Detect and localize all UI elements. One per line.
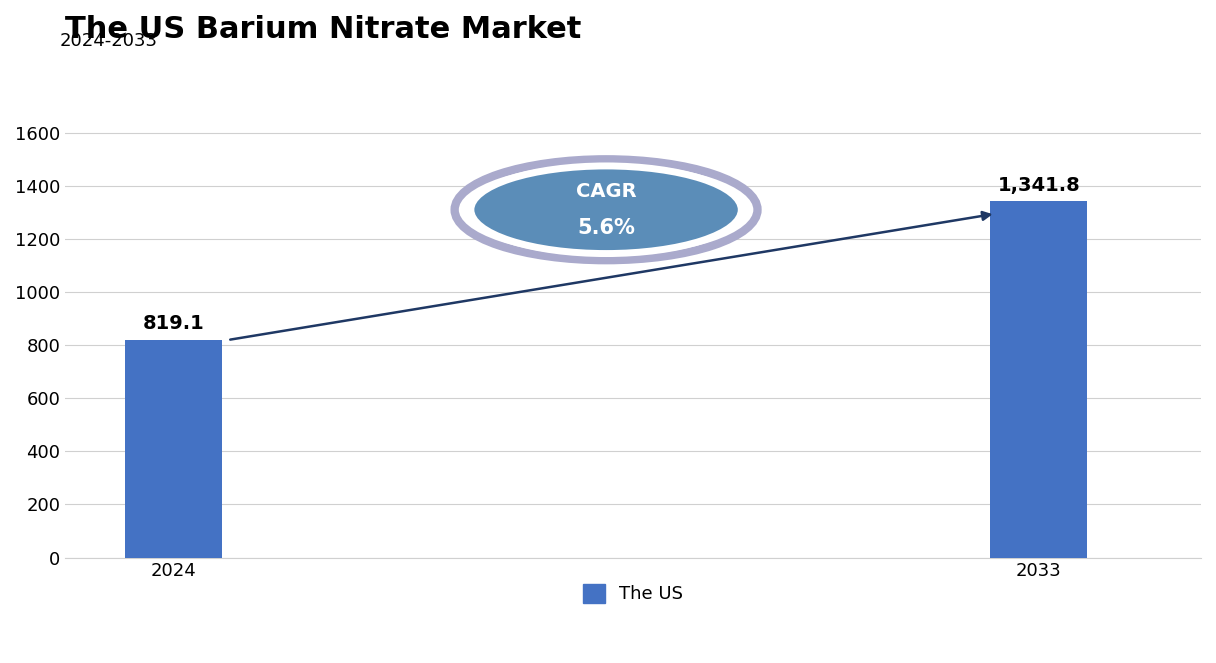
Text: 5.6%: 5.6%	[578, 218, 635, 238]
Text: 2024-2033: 2024-2033	[60, 32, 158, 50]
Ellipse shape	[471, 166, 742, 253]
Text: 819.1: 819.1	[142, 314, 204, 333]
Ellipse shape	[455, 159, 758, 260]
Text: 1,341.8: 1,341.8	[997, 176, 1080, 195]
Legend: The US: The US	[576, 577, 691, 611]
Bar	[125, 340, 223, 558]
Bar	[990, 202, 1087, 558]
Text: CAGR: CAGR	[575, 182, 636, 201]
Text: The US Barium Nitrate Market: The US Barium Nitrate Market	[66, 15, 581, 44]
